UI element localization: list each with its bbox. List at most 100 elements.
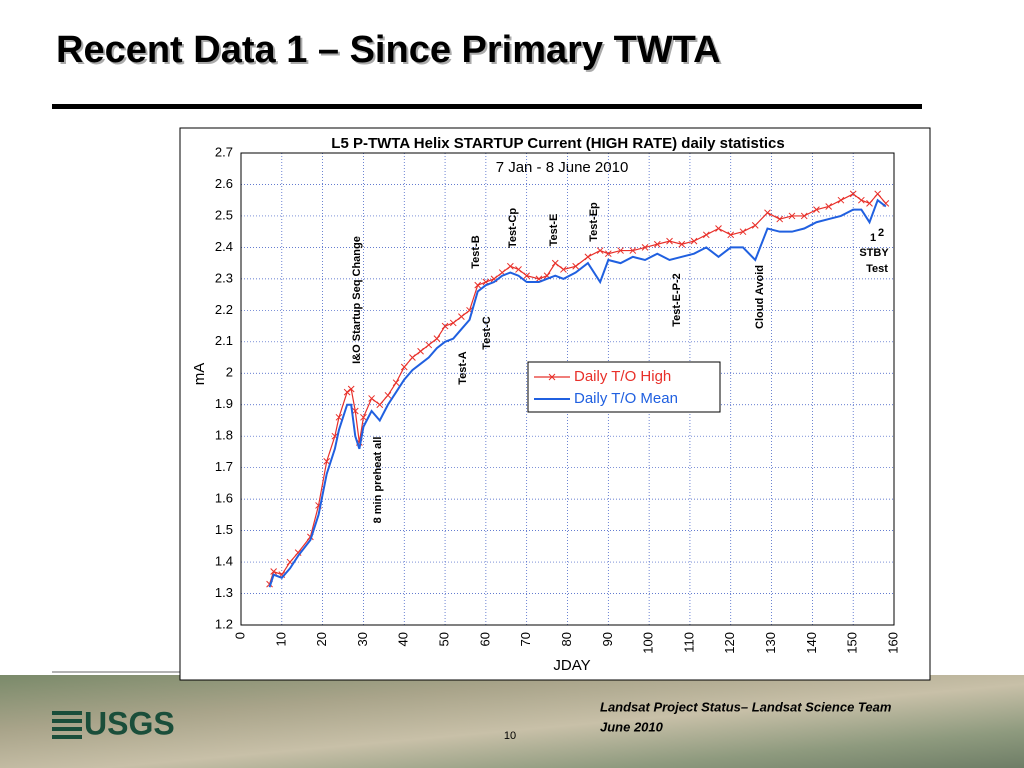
series-marker — [666, 237, 673, 245]
series-marker — [739, 228, 747, 236]
footer-band — [0, 675, 1024, 768]
y-tick-label: 1.3 — [215, 585, 233, 600]
series-marker — [857, 196, 865, 204]
x-tick-label: 20 — [314, 632, 329, 646]
y-axis-label: mA — [191, 363, 208, 386]
series-marker — [425, 341, 433, 349]
x-tick-label: 120 — [722, 632, 737, 654]
annotation: Test-Ep — [588, 202, 600, 242]
series-marker — [813, 206, 820, 213]
series-marker — [866, 199, 873, 207]
legend-marker — [548, 373, 556, 381]
series-marker — [515, 266, 522, 273]
y-tick-label: 2.4 — [215, 239, 233, 254]
series-marker — [617, 247, 624, 254]
series-marker — [360, 413, 367, 421]
annotation: Test-B — [470, 235, 482, 268]
x-tick-label: 60 — [477, 632, 492, 646]
y-tick-label: 1.9 — [215, 396, 233, 411]
y-tick-label: 2.3 — [215, 270, 233, 285]
annotation: Test-C — [481, 316, 493, 349]
series-marker — [604, 250, 612, 258]
series-marker — [788, 212, 796, 220]
annotation: 2 — [878, 227, 884, 239]
x-axis-label: JDAY — [553, 657, 590, 674]
series-marker — [800, 212, 808, 220]
series-marker — [347, 385, 355, 393]
x-tick-label: 0 — [232, 632, 247, 639]
series-marker — [400, 363, 408, 371]
annotation: I&O Startup Seq Change — [351, 236, 363, 364]
y-tick-label: 2.7 — [215, 144, 233, 159]
series-marker — [584, 253, 592, 261]
series-marker — [678, 240, 686, 248]
legend-box — [527, 361, 721, 413]
title-shadow: Recent Data 1 – Since Primary TWTA — [58, 31, 723, 73]
y-tick-label: 2.1 — [215, 333, 233, 348]
series-line — [268, 198, 887, 588]
series-marker — [449, 319, 457, 327]
series-marker — [596, 247, 604, 254]
series-marker — [560, 266, 567, 273]
x-tick-label: 140 — [804, 632, 819, 654]
series-marker — [776, 215, 784, 223]
series-marker — [409, 354, 416, 361]
series-marker — [690, 237, 698, 245]
y-tick-label: 1.4 — [215, 554, 233, 569]
x-tick-label: 80 — [559, 632, 574, 646]
x-tick-label: 50 — [437, 632, 452, 646]
annotation: Test-E-P-2 — [671, 273, 683, 327]
x-tick-label: 10 — [273, 632, 288, 646]
x-tick-label: 100 — [641, 632, 656, 654]
series-marker — [874, 190, 882, 198]
series-marker — [849, 190, 857, 198]
title-rule — [52, 104, 922, 109]
y-tick-label: 1.7 — [215, 459, 233, 474]
annotation: STBY — [859, 247, 889, 259]
series-marker — [458, 313, 465, 320]
legend-label: Daily T/O High — [574, 368, 671, 385]
x-tick-label: 130 — [763, 632, 778, 654]
series-marker — [764, 209, 771, 217]
annotation: Test — [866, 263, 888, 275]
chart-title: L5 P-TWTA Helix STARTUP Current (HIGH RA… — [331, 135, 784, 152]
series-marker — [629, 247, 637, 254]
series-marker — [641, 244, 649, 251]
y-tick-label: 2.2 — [215, 302, 233, 317]
y-tick-label: 2 — [226, 365, 233, 380]
x-tick-label: 70 — [518, 632, 533, 646]
series-marker — [727, 231, 735, 239]
series-marker — [376, 401, 384, 409]
annotation: Test-A — [457, 351, 469, 384]
series-marker — [474, 281, 482, 289]
series-marker — [417, 347, 424, 355]
series-marker — [368, 395, 375, 402]
series-marker — [572, 262, 580, 270]
series-marker — [335, 413, 343, 421]
chart-subtitle: 7 Jan - 8 June 2010 — [496, 159, 629, 176]
series-marker — [507, 262, 514, 270]
annotation: Test-E — [548, 214, 560, 247]
annotation: 8 min preheat all — [372, 437, 384, 524]
series-marker — [825, 203, 833, 210]
logo-text: USGS — [84, 705, 175, 741]
y-tick-label: 1.8 — [215, 428, 233, 443]
series-marker — [751, 222, 759, 229]
x-tick-label: 150 — [845, 632, 860, 654]
series-marker — [392, 379, 400, 387]
y-tick-label: 1.6 — [215, 491, 233, 506]
annotation: Cloud Avoid — [754, 265, 766, 329]
series-marker — [702, 231, 710, 239]
series-marker — [551, 259, 559, 267]
y-tick-label: 2.6 — [215, 176, 233, 191]
page-number: 10 — [504, 730, 516, 742]
x-tick-label: 160 — [885, 632, 900, 654]
series-marker — [433, 335, 441, 343]
series-marker — [837, 196, 845, 204]
series-marker — [323, 458, 331, 465]
x-tick-label: 30 — [355, 632, 370, 646]
footer-line2: June 2010 — [600, 719, 664, 734]
y-tick-label: 1.2 — [215, 616, 233, 631]
